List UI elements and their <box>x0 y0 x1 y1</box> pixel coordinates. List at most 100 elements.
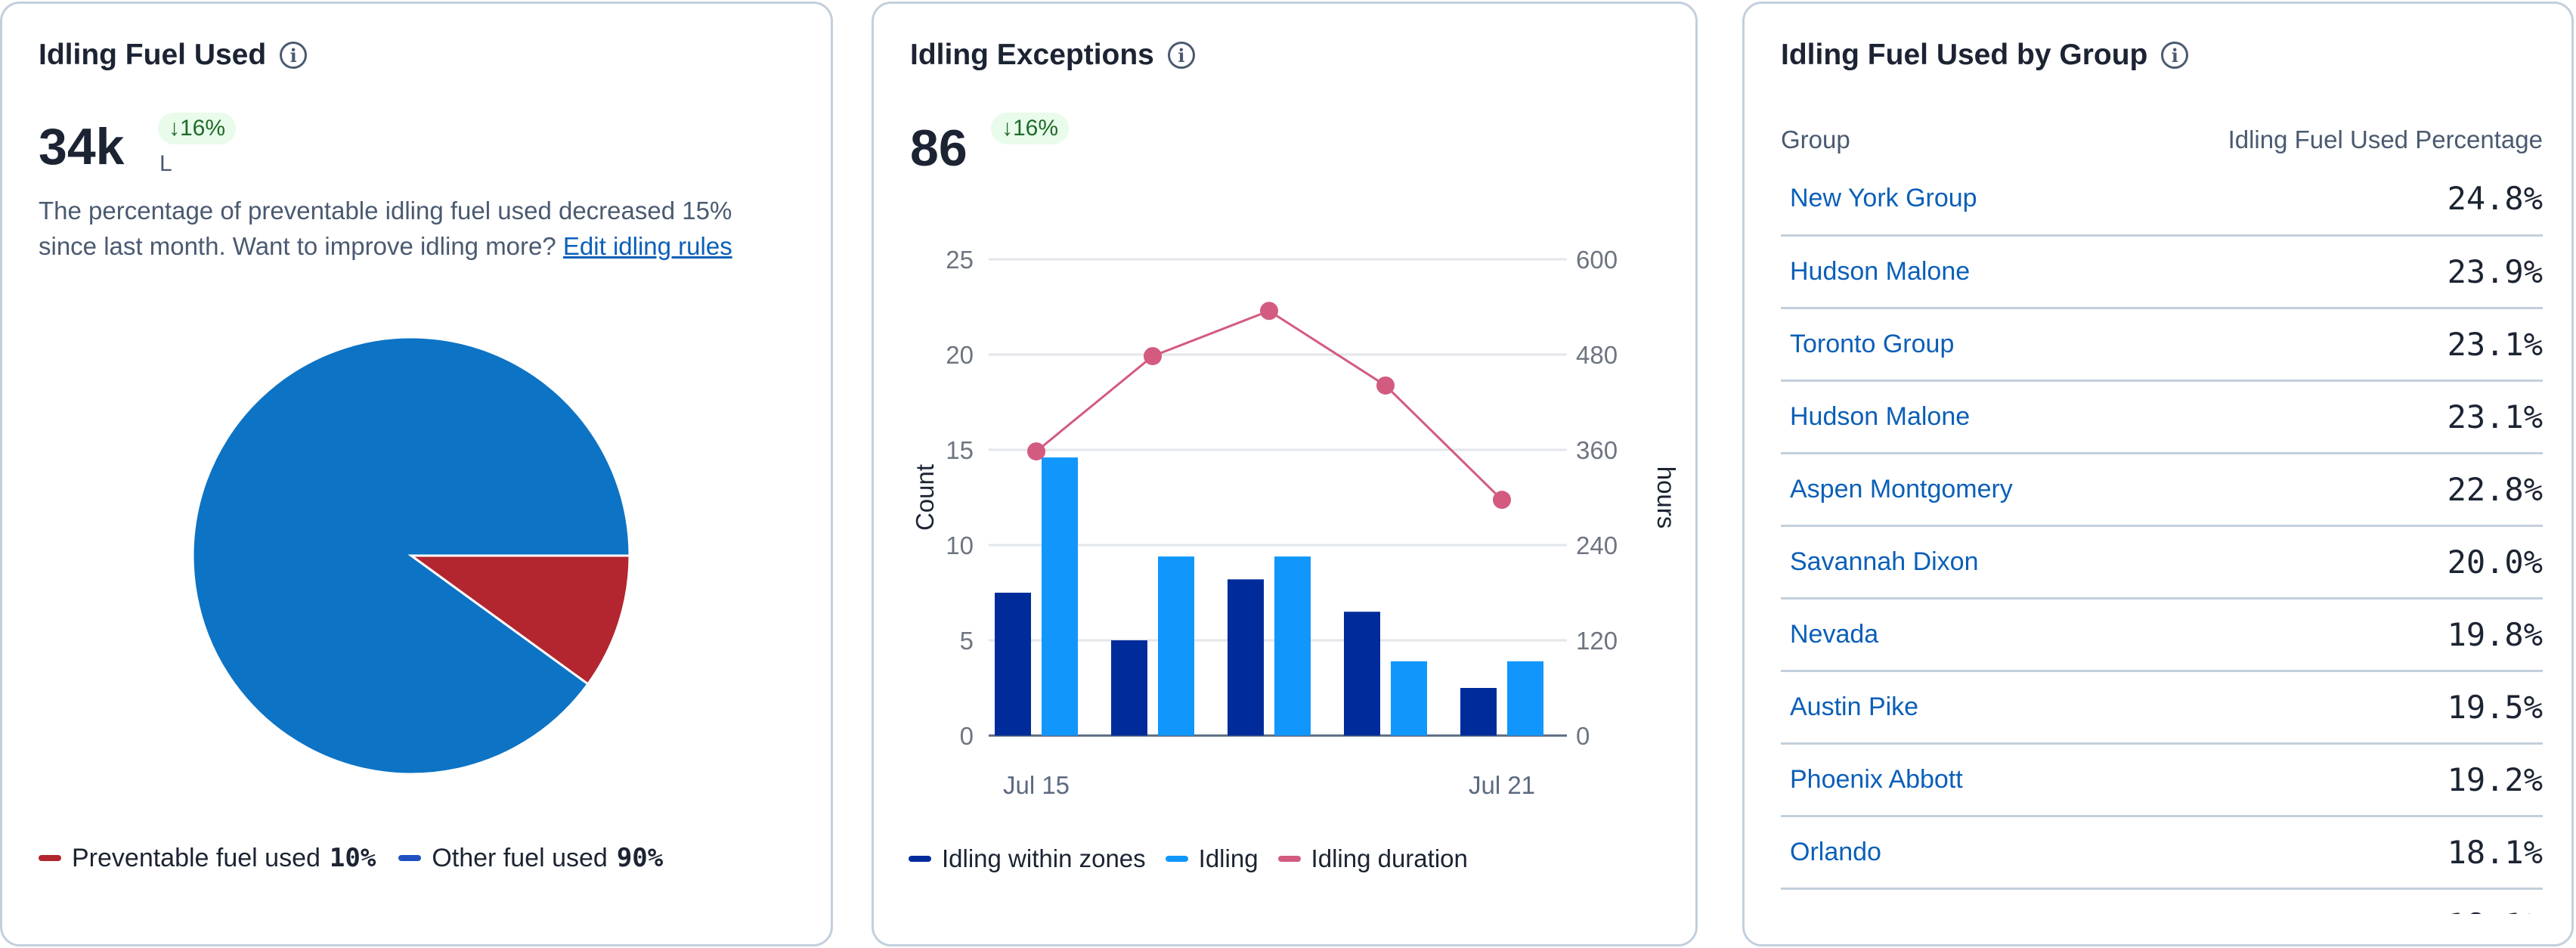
bar-idling <box>1391 661 1427 736</box>
table-row[interactable]: Aspen Montgomery 22.8% <box>1781 453 2543 527</box>
table-row[interactable]: Hudson Malone 23.9% <box>1781 235 2543 309</box>
card-title: Idling Exceptions i <box>910 39 1195 72</box>
percentage-value: 19.8% <box>2104 598 2543 672</box>
table-row[interactable]: New York Group 24.8% <box>1781 163 2543 237</box>
y2-axis-label: hours <box>1652 466 1680 529</box>
table-row[interactable]: Austin Pike 19.5% <box>1781 671 2543 745</box>
percentage-value: 24.8% <box>2104 163 2543 237</box>
pie-slice <box>407 554 631 686</box>
combo-chart: 0 5 10 15 20 25 0 120 240 360 480 600 Count hours Jul … <box>911 246 1680 799</box>
y-tick-label: 5 <box>960 627 974 655</box>
y-tick-label: 25 <box>946 246 974 274</box>
fuel-unit: L <box>159 151 172 176</box>
group-link[interactable]: Phoenix Abbott <box>1781 743 2104 817</box>
table-row[interactable]: Nevada 19.8% <box>1781 598 2543 672</box>
fuel-by-group-card: Idling Fuel Used by Group i Group Idling … <box>1742 2 2574 946</box>
group-link[interactable]: Toronto Group <box>1781 308 2104 382</box>
table-scroll-area[interactable]: Group Idling Fuel Used Percentage New Yo… <box>1745 4 2571 914</box>
legend-label: Other fuel used <box>432 843 608 872</box>
percentage-value: 23.9% <box>2104 235 2543 309</box>
description-text: The percentage of preventable idling fue… <box>39 197 732 260</box>
percentage-value: 18.1% <box>2104 888 2543 914</box>
y-tick-label: 20 <box>946 341 974 369</box>
bar-idling-within-zones <box>995 593 1031 736</box>
column-header-group[interactable]: Group <box>1781 125 1850 153</box>
column-header-percentage[interactable]: Idling Fuel Used Percentage <box>2228 125 2543 153</box>
y2-tick-label: 120 <box>1576 627 1618 655</box>
exceptions-value: 86 <box>910 119 968 177</box>
group-link[interactable]: New York Group <box>1781 163 2104 237</box>
idling-fuel-used-card: Idling Fuel Used i 34k L ↓16% The percent… <box>0 2 833 946</box>
change-badge: ↓16% <box>991 113 1070 144</box>
table-row[interactable]: Savannah Dixon 20.0% <box>1781 525 2543 599</box>
bar-idling <box>1042 457 1078 736</box>
y-tick-label: 15 <box>946 436 974 464</box>
edit-idling-rules-link[interactable]: Edit idling rules <box>562 232 732 260</box>
legend-swatch <box>909 856 931 862</box>
legend-label: Idling duration <box>1311 844 1468 872</box>
percentage-value: 20.0% <box>2104 525 2543 599</box>
legend-swatch-preventable <box>39 855 61 861</box>
info-icon[interactable]: i <box>280 42 308 69</box>
bar-idling-within-zones <box>1460 688 1497 736</box>
percentage-value: 23.1% <box>2104 308 2543 382</box>
y2-tick-label: 240 <box>1576 531 1618 559</box>
title-text: Idling Fuel Used by Group <box>1781 39 2148 71</box>
y2-tick-label: 600 <box>1576 246 1618 274</box>
group-link[interactable]: Savannah Dixon <box>1781 525 2104 599</box>
point-idling-duration <box>1144 347 1162 366</box>
group-link[interactable]: Orlando <box>1781 816 2104 890</box>
group-table: Group Idling Fuel Used Percentage New Yo… <box>1781 117 2543 914</box>
table-row[interactable]: Toronto Group 23.1% <box>1781 308 2543 382</box>
x-tick-label: Jul 15 <box>1003 771 1070 799</box>
table-row[interactable]: Phoenix Abbott 19.2% <box>1781 743 2543 817</box>
y-tick-label: 10 <box>946 531 974 559</box>
group-link[interactable]: Austin Pike <box>1781 671 2104 745</box>
percentage-value: 23.1% <box>2104 380 2543 454</box>
bar-idling <box>1507 661 1543 736</box>
y2-tick-label: 360 <box>1576 436 1618 464</box>
point-idling-duration <box>1493 491 1511 510</box>
group-link[interactable]: Aspen Montgomery <box>1781 453 2104 527</box>
legend-value: 10% <box>329 843 376 873</box>
idling-exceptions-card: Idling Exceptions i 86 ↓16% 0 5 10 15 20 25 0 12… <box>872 2 1698 946</box>
bar-idling <box>1158 556 1194 736</box>
card-title: Idling Fuel Used i <box>39 39 308 72</box>
pie-legend: Preventable fuel used 10% Other fuel used… <box>39 843 663 873</box>
bar-idling <box>1274 556 1311 736</box>
chart-legend: Idling within zones Idling Idling durati… <box>909 844 1468 873</box>
legend-value: 90% <box>616 843 664 873</box>
legend-label: Preventable fuel used <box>72 843 320 872</box>
point-idling-duration <box>1376 376 1395 395</box>
bar-idling-within-zones <box>1228 579 1264 736</box>
group-link[interactable]: Hudson Malone <box>1781 380 2104 454</box>
y-axis-label: Count <box>911 464 939 531</box>
legend-swatch <box>1165 856 1188 862</box>
point-idling-duration <box>1260 302 1278 321</box>
info-icon[interactable]: i <box>1167 42 1195 69</box>
legend-label: Idling <box>1198 844 1259 872</box>
fuel-value: 34k <box>39 118 125 175</box>
point-idling-duration <box>1027 442 1045 461</box>
group-link[interactable]: Nevada <box>1781 598 2104 672</box>
group-link[interactable]: Hudson Malone <box>1781 235 2104 309</box>
card-title: Idling Fuel Used by Group i <box>1781 39 2189 72</box>
table-row[interactable]: Hudson Malone 23.1% <box>1781 380 2543 454</box>
pie-slice <box>191 336 631 776</box>
bar-idling-within-zones <box>1111 640 1147 736</box>
legend-swatch <box>1277 856 1301 862</box>
bar-idling-within-zones <box>1344 612 1380 736</box>
group-link[interactable]: Orlando <box>1781 888 2104 914</box>
percentage-value: 19.5% <box>2104 671 2543 745</box>
percentage-value: 18.1% <box>2104 816 2543 890</box>
pie-chart <box>191 336 631 776</box>
legend-swatch-other <box>398 855 422 861</box>
y2-tick-label: 480 <box>1576 341 1618 369</box>
title-text: Idling Fuel Used <box>39 39 267 71</box>
percentage-value: 22.8% <box>2104 453 2543 527</box>
line-idling-duration <box>1036 309 1503 501</box>
info-icon[interactable]: i <box>2161 42 2189 69</box>
x-tick-label: Jul 21 <box>1469 771 1535 799</box>
